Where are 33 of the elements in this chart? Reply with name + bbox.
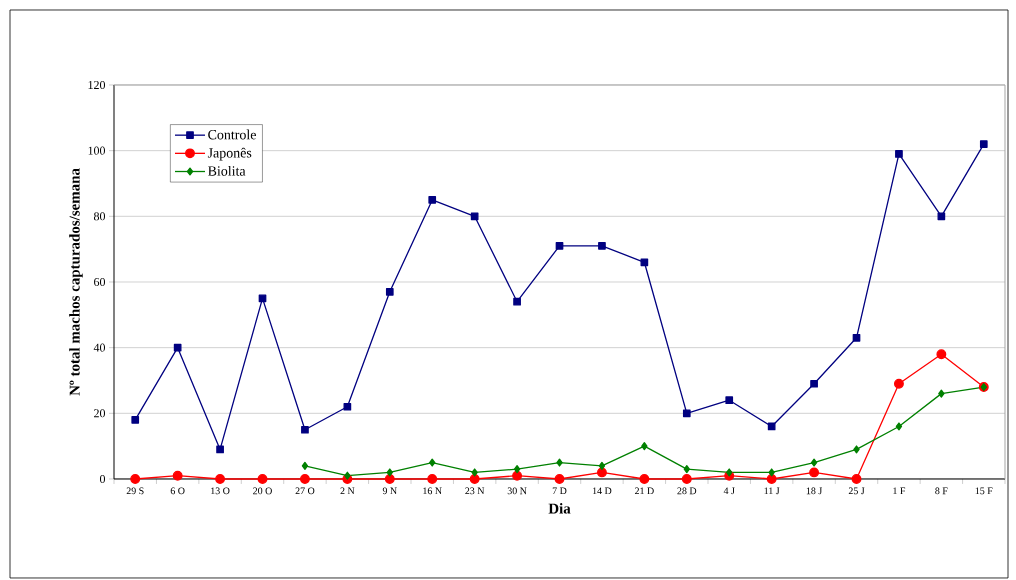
y-tick-label: 100	[88, 146, 106, 155]
x-axis-title: Dia	[548, 503, 571, 514]
x-tick-label: 15 F	[975, 487, 993, 495]
x-tick-label: 28 D	[677, 487, 697, 495]
y-tick-label: 60	[94, 277, 106, 287]
x-tick-label: 9 N	[382, 487, 397, 495]
x-tick-label: 14 D	[592, 487, 612, 495]
x-tick-label: 4 J	[723, 487, 735, 495]
legend-label: Controle	[208, 129, 256, 140]
y-tick-label: 20	[94, 409, 106, 418]
x-tick-label: 18 J	[806, 487, 823, 495]
x-tick-label: 27 O	[295, 487, 315, 495]
x-tick-label: 2 N	[340, 487, 355, 495]
x-tick-label: 16 N	[423, 487, 442, 495]
x-tick-label: 7 D	[552, 487, 567, 495]
legend-label: Japonês	[207, 147, 252, 161]
x-tick-label: 13 O	[211, 487, 230, 495]
y-tick-label: 0	[99, 474, 106, 484]
x-tick-label: 25 J	[848, 487, 865, 495]
x-tick-label: 6 O	[170, 487, 185, 495]
x-tick-label: 20 O	[253, 487, 272, 495]
x-tick-label: 23 N	[465, 487, 485, 495]
x-tick-label: 8 F	[935, 487, 948, 495]
legend-label: Biolita	[208, 165, 246, 176]
y-tick-label: 80	[93, 212, 106, 221]
y-tick-label: 40	[93, 343, 106, 352]
x-tick-label: 1 F	[893, 487, 906, 495]
y-axis-title: Nº total machos capturados/semana	[69, 168, 83, 396]
x-tick-label: 21 D	[634, 487, 654, 495]
x-tick-label: 11 J	[764, 487, 780, 495]
y-tick-label: 120	[88, 80, 106, 90]
x-tick-label: 30 N	[507, 487, 527, 495]
x-tick-label: 29 S	[126, 487, 144, 495]
